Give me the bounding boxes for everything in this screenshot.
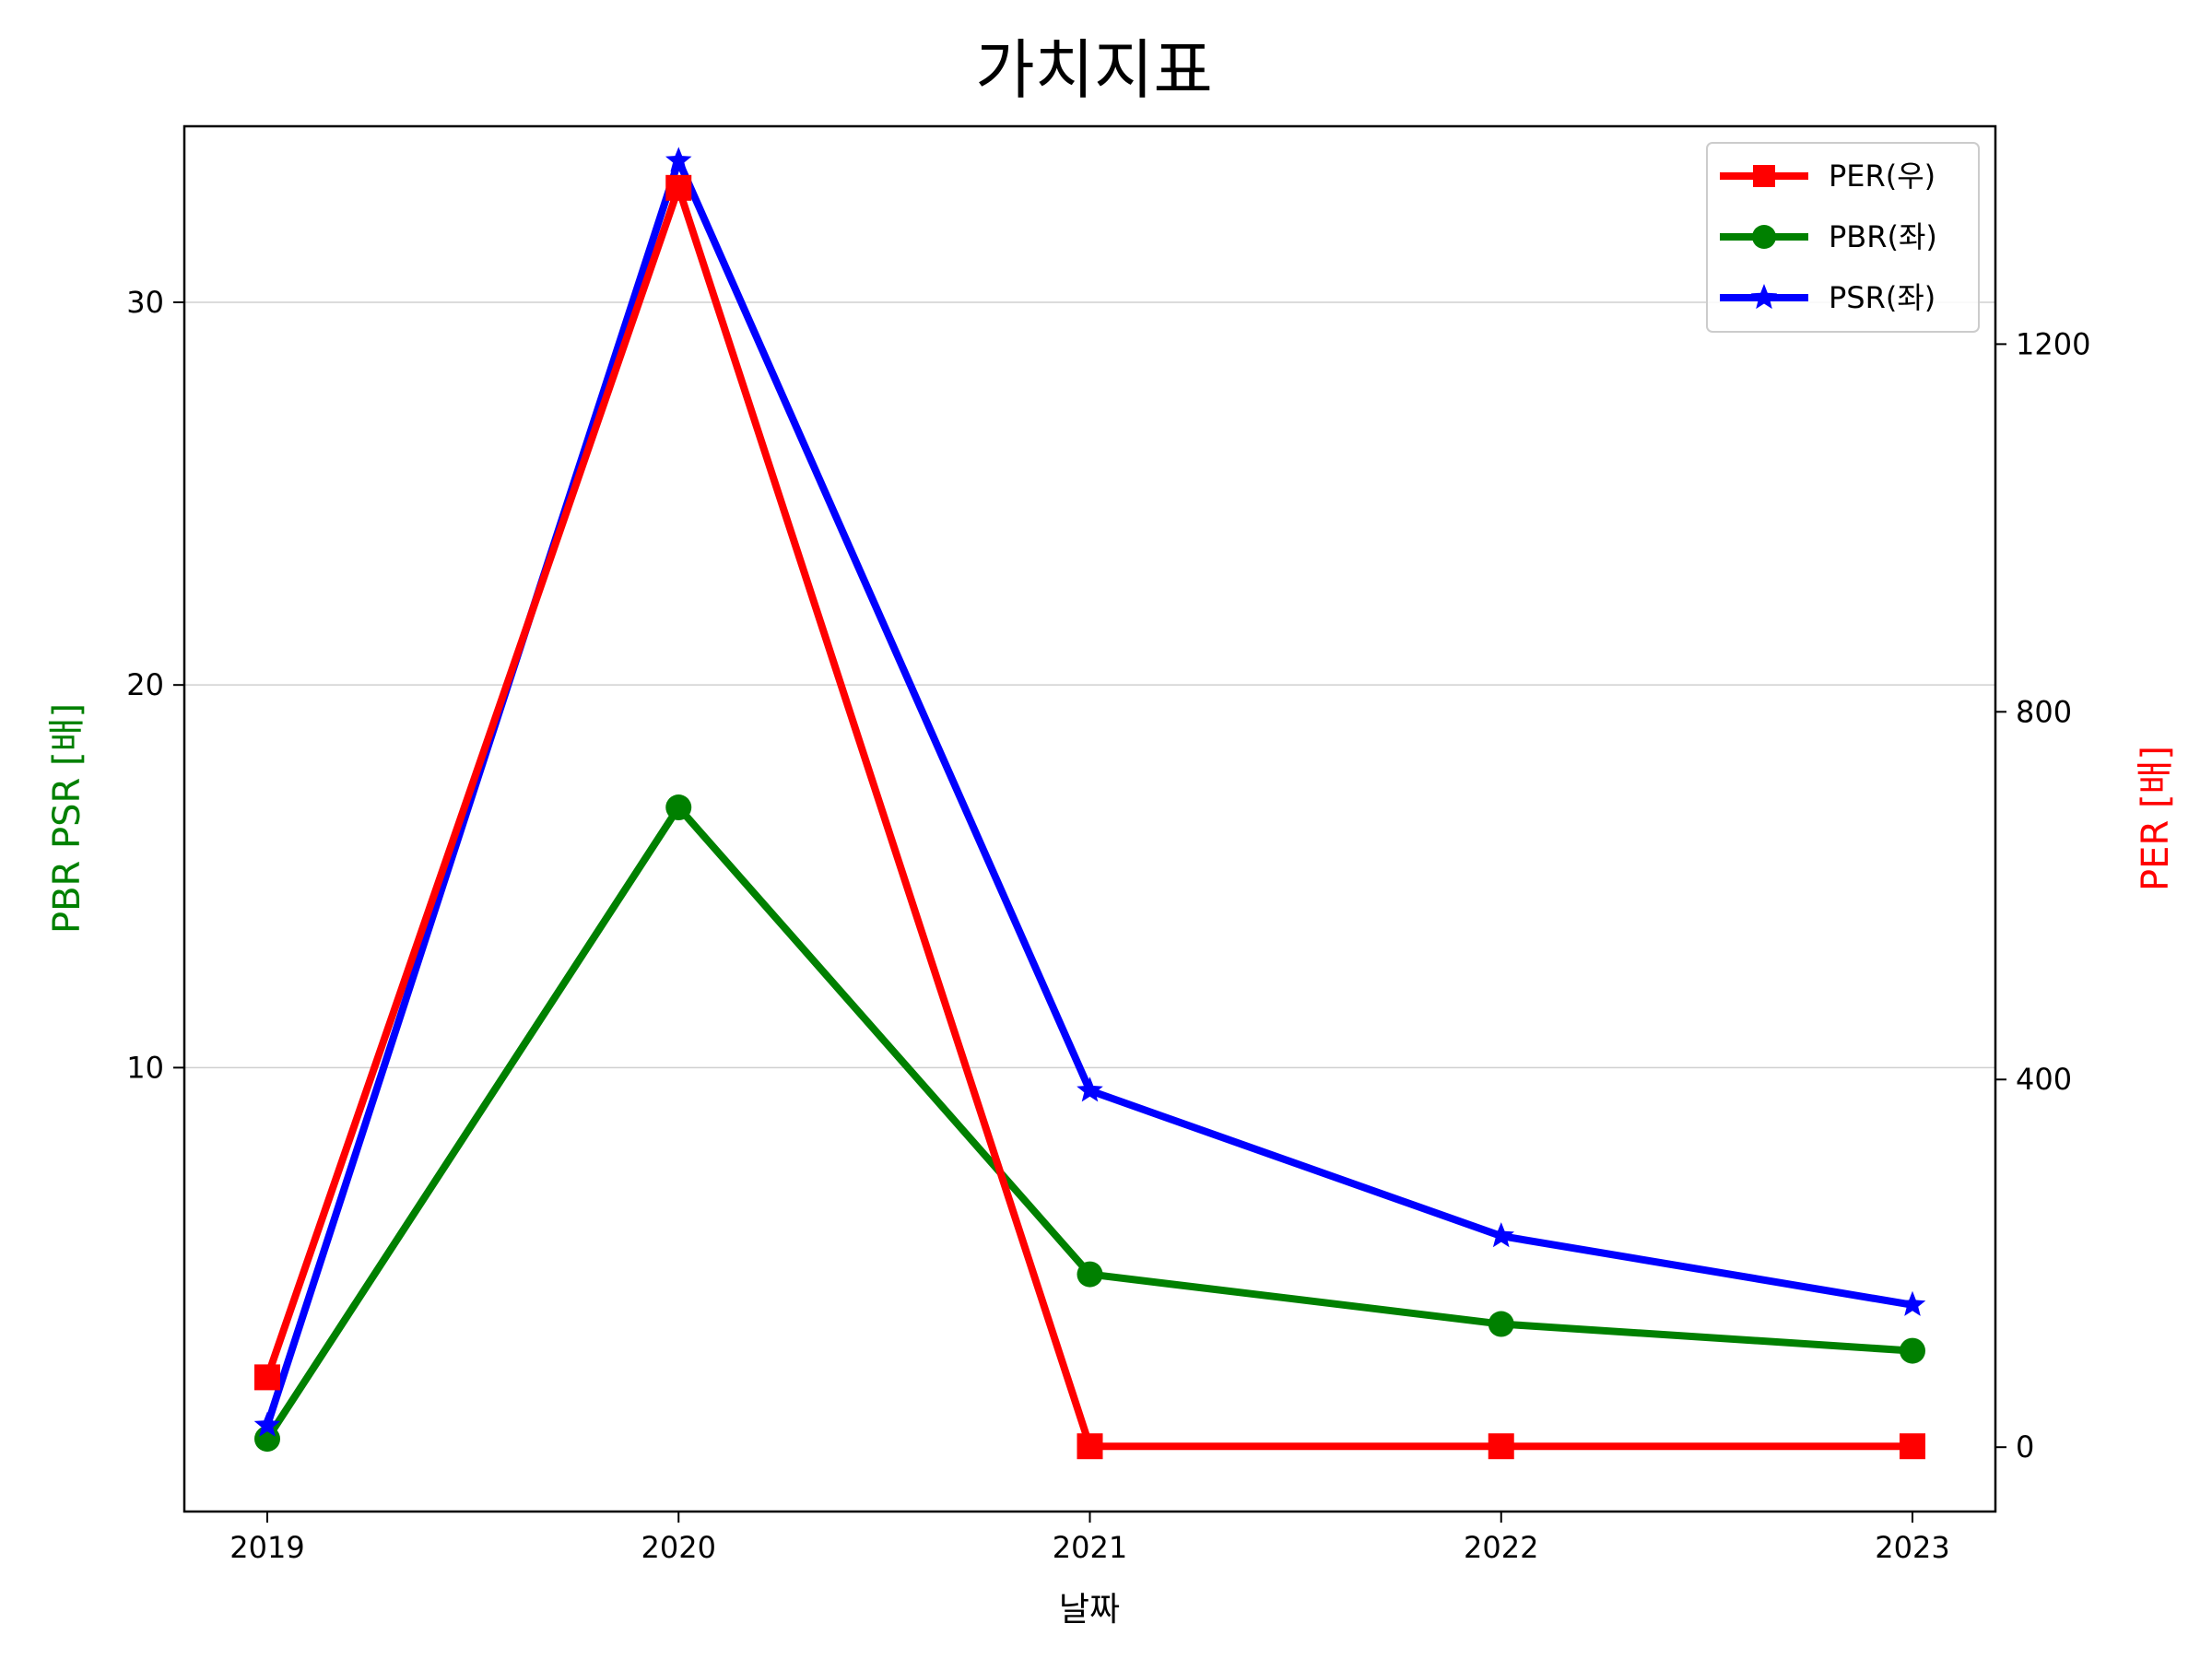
x-tick-label: 2022 bbox=[1464, 1530, 1538, 1565]
y-left-tick-label: 10 bbox=[126, 1050, 164, 1085]
data-point-per bbox=[1077, 1433, 1103, 1460]
data-point-psr bbox=[253, 1411, 281, 1437]
data-point-pbr bbox=[665, 794, 692, 821]
legend-box bbox=[1706, 142, 1980, 333]
data-point-psr bbox=[1899, 1290, 1926, 1316]
legend-marker-pbr bbox=[1752, 225, 1776, 249]
plot-frame bbox=[182, 124, 1997, 1513]
chart-title: 가치지표 bbox=[975, 32, 1213, 108]
y-axis-right: 0 400 800 1200 bbox=[1995, 326, 2090, 1465]
x-tick-label: 2020 bbox=[641, 1530, 716, 1565]
series-psr bbox=[253, 147, 1926, 1437]
legend: PER(우) PBR(좌) PSR(좌) bbox=[1706, 142, 1980, 333]
y-right-tick-label: 1200 bbox=[2016, 326, 2090, 361]
series-pbr bbox=[254, 794, 1925, 1453]
y-right-tick-label: 800 bbox=[2016, 694, 2072, 729]
data-point-psr bbox=[1488, 1222, 1514, 1248]
y-right-tick-label: 0 bbox=[2016, 1430, 2034, 1465]
series-line-psr bbox=[264, 157, 1916, 1430]
series-line-per bbox=[264, 183, 1916, 1451]
series-layer bbox=[253, 147, 1926, 1460]
data-point-pbr bbox=[1077, 1261, 1103, 1288]
y-axis-right-label: PER [배] bbox=[2135, 746, 2177, 891]
data-point-per bbox=[1488, 1433, 1514, 1460]
x-axis: 2019 2020 2021 2022 2023 bbox=[229, 1512, 1950, 1565]
data-point-pbr bbox=[1488, 1311, 1514, 1337]
y-left-tick-label: 30 bbox=[126, 285, 164, 320]
y-right-tick-label: 400 bbox=[2016, 1062, 2072, 1097]
x-tick-label: 2023 bbox=[1875, 1530, 1949, 1565]
legend-label-psr: PSR(좌) bbox=[1829, 280, 1936, 315]
legend-marker-per bbox=[1753, 165, 1775, 187]
legend-label-per: PER(우) bbox=[1829, 159, 1936, 194]
data-point-per bbox=[254, 1364, 280, 1391]
data-point-per bbox=[665, 174, 692, 201]
y-axis-left: 10 20 30 bbox=[126, 285, 184, 1085]
y-axis-left-label: PBR PSR [배] bbox=[46, 703, 88, 934]
x-axis-label: 날짜 bbox=[1059, 1591, 1120, 1629]
x-tick-label: 2021 bbox=[1053, 1530, 1127, 1565]
data-point-per bbox=[1900, 1433, 1925, 1460]
legend-marker-psr bbox=[1750, 284, 1778, 310]
legend-label-pbr: PBR(좌) bbox=[1829, 219, 1937, 254]
data-point-pbr bbox=[1900, 1337, 1925, 1364]
grid bbox=[184, 301, 1995, 1069]
y-left-tick-label: 20 bbox=[126, 667, 164, 702]
x-tick-label: 2019 bbox=[229, 1530, 304, 1565]
series-per bbox=[254, 174, 1925, 1460]
series-line-pbr bbox=[264, 804, 1916, 1443]
data-point-psr bbox=[1077, 1077, 1103, 1102]
data-point-psr bbox=[665, 147, 692, 172]
